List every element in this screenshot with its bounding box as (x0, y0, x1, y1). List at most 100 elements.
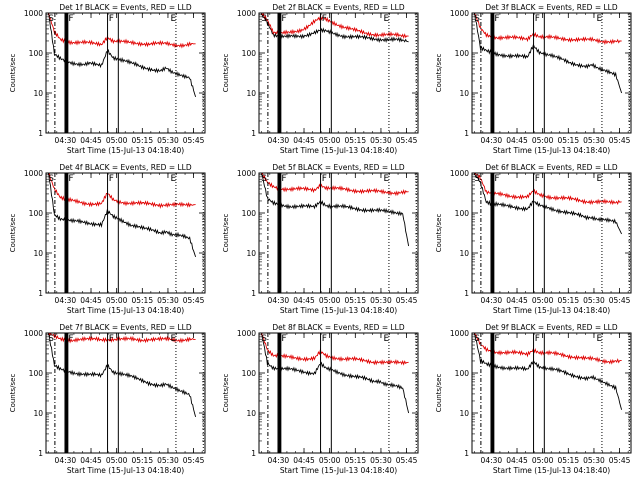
x-axis-label: Start Time (15-Jul-13 04:18:40) (67, 306, 184, 315)
time-marker-label: S (261, 14, 267, 24)
x-tick-label: 05:30 (583, 456, 605, 465)
y-tick-label: 10 (459, 409, 469, 418)
plot-frame (471, 12, 632, 134)
y-tick-label: 1000 (450, 9, 469, 18)
y-axis-label: Counts/sec (435, 214, 443, 253)
time-marker-label: E (170, 334, 176, 344)
time-marker-label: S (48, 174, 54, 184)
lld-series-line (261, 13, 409, 40)
x-tick-label: 05:45 (609, 136, 631, 145)
chart-title: Det 4f BLACK = Events, RED = LLD (59, 163, 192, 172)
x-tick-label: 05:00 (532, 296, 554, 305)
y-tick-label: 100 (242, 369, 257, 378)
y-axis-label: Counts/sec (222, 374, 230, 413)
x-tick-label: 05:00 (106, 296, 128, 305)
detector-panel-1: S F F E 1 10 100 1000 04:30 04:45 05:00 05:15 05:30 0… (0, 0, 213, 160)
lld-series-line (261, 173, 409, 197)
x-tick-label: 05:15 (344, 456, 366, 465)
time-marker-label: F (109, 334, 114, 344)
x-tick-label: 05:00 (319, 136, 341, 145)
y-tick-label: 10 (459, 89, 469, 98)
x-tick-label: 05:45 (396, 136, 418, 145)
time-marker-label: F (281, 174, 286, 184)
lld-series-line (48, 333, 196, 344)
x-tick-label: 05:00 (532, 136, 554, 145)
y-tick-label: 1 (38, 129, 43, 138)
time-marker-label: F (535, 14, 540, 24)
x-axis-label: Start Time (15-Jul-13 04:18:40) (493, 306, 610, 315)
chart-svg: S F F E 1 10 100 1000 04:30 04:45 05:00 05:15 05:30 0… (435, 163, 632, 315)
x-tick-label: 04:45 (80, 136, 102, 145)
y-tick-label: 1 (38, 289, 43, 298)
y-tick-label: 100 (29, 209, 44, 218)
y-tick-label: 10 (459, 249, 469, 258)
y-tick-label: 1 (251, 289, 256, 298)
x-tick-label: 04:30 (268, 296, 290, 305)
x-tick-label: 05:15 (557, 456, 579, 465)
x-tick-label: 05:30 (157, 296, 179, 305)
x-tick-label: 05:15 (344, 136, 366, 145)
events-series-line (474, 333, 623, 410)
events-series-line (474, 173, 623, 235)
x-axis-label: Start Time (15-Jul-13 04:18:40) (67, 466, 184, 475)
y-tick-label: 100 (29, 49, 44, 58)
time-marker-label: F (494, 174, 499, 184)
chart-svg: S F F E 1 10 100 1000 04:30 04:45 05:00 05:15 05:30 0… (435, 3, 632, 155)
time-marker-label: E (383, 14, 389, 24)
x-tick-label: 05:45 (183, 456, 205, 465)
lld-series-line (261, 333, 409, 366)
time-marker-label: F (322, 14, 327, 24)
y-axis-label: Counts/sec (435, 54, 443, 93)
time-marker-label: F (322, 174, 327, 184)
x-tick-label: 05:00 (106, 136, 128, 145)
y-tick-label: 10 (33, 89, 43, 98)
lld-series-line (48, 13, 196, 49)
x-tick-label: 04:30 (481, 136, 503, 145)
time-marker-label: S (48, 14, 54, 24)
chart-title: Det 1f BLACK = Events, RED = LLD (59, 3, 192, 12)
y-tick-label: 10 (33, 249, 43, 258)
events-series-line (48, 13, 197, 98)
y-axis-label: Counts/sec (9, 374, 17, 413)
events-series-line (48, 173, 197, 258)
time-marker-label: F (68, 334, 73, 344)
events-series-line (474, 13, 623, 94)
time-marker-label: F (535, 174, 540, 184)
x-tick-label: 04:30 (55, 456, 77, 465)
detector-panel-4: S F F E 1 10 100 1000 04:30 04:45 05:00 05:15 05:30 0… (0, 160, 213, 320)
x-tick-label: 05:15 (557, 296, 579, 305)
time-marker-label: E (383, 334, 389, 344)
detector-panel-8: S F F E 1 10 100 1000 04:30 04:45 05:00 05:15 05:30 0… (213, 320, 426, 480)
y-tick-label: 100 (455, 209, 470, 218)
time-marker-label: F (494, 14, 499, 24)
y-tick-label: 100 (29, 369, 44, 378)
time-marker-label: S (474, 174, 480, 184)
events-series-line (48, 333, 197, 418)
x-tick-label: 05:15 (131, 456, 153, 465)
detector-panel-5: S F F E 1 10 100 1000 04:30 04:45 05:00 05:15 05:30 0… (213, 160, 426, 320)
y-tick-label: 1 (251, 449, 256, 458)
time-marker-label: F (281, 14, 286, 24)
x-tick-label: 05:00 (319, 456, 341, 465)
y-tick-label: 1000 (237, 329, 256, 338)
y-tick-label: 1000 (450, 169, 469, 178)
y-tick-label: 1 (464, 129, 469, 138)
x-tick-label: 05:30 (370, 136, 392, 145)
events-series-line (261, 13, 409, 44)
chart-title: Det 7f BLACK = Events, RED = LLD (59, 323, 192, 332)
x-tick-label: 05:30 (370, 456, 392, 465)
x-tick-label: 05:45 (609, 296, 631, 305)
y-tick-label: 1 (251, 129, 256, 138)
x-axis-label: Start Time (15-Jul-13 04:18:40) (280, 146, 397, 155)
time-marker-label: F (494, 334, 499, 344)
y-tick-label: 1 (464, 449, 469, 458)
y-axis-label: Counts/sec (9, 54, 17, 93)
x-tick-label: 04:30 (55, 296, 77, 305)
x-tick-label: 05:45 (183, 136, 205, 145)
detector-panel-7: S F F E 1 10 100 1000 04:30 04:45 05:00 05:15 05:30 0… (0, 320, 213, 480)
y-tick-label: 1000 (24, 9, 43, 18)
y-tick-label: 1 (464, 289, 469, 298)
chart-svg: S F F E 1 10 100 1000 04:30 04:45 05:00 05:15 05:30 0… (222, 163, 419, 315)
y-tick-label: 1000 (24, 169, 43, 178)
time-marker-label: E (596, 14, 602, 24)
